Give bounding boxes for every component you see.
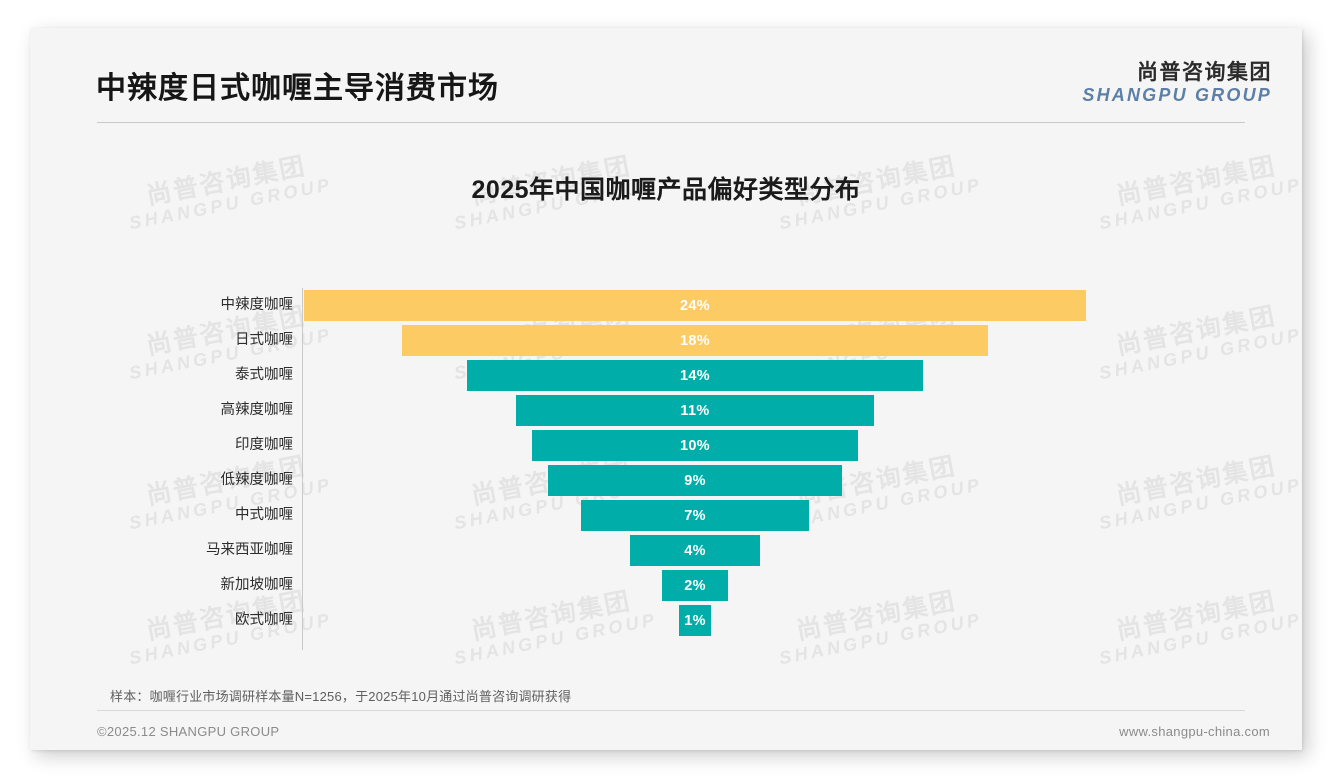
category-label: 马来西亚咖喱 — [206, 542, 293, 558]
funnel-bar[interactable]: 10% — [532, 430, 858, 461]
bar-value-label: 10% — [680, 437, 710, 454]
category-label: 泰式咖喱 — [235, 367, 293, 383]
funnel-row: 新加坡咖喱 2% — [30, 568, 1302, 603]
bar-value-label: 24% — [680, 297, 710, 314]
footer-divider — [97, 710, 1245, 711]
bar-value-label: 2% — [684, 577, 706, 594]
bar-value-label: 18% — [680, 332, 710, 349]
website-link[interactable]: www.shangpu-china.com — [1119, 724, 1270, 739]
funnel-row: 欧式咖喱 1% — [30, 603, 1302, 638]
copyright-text: ©2025.12 SHANGPU GROUP — [97, 724, 280, 739]
sample-footnote: 样本：咖喱行业市场调研样本量N=1256，于2025年10月通过尚普咨询调研获得 — [110, 689, 572, 704]
funnel-bar[interactable]: 18% — [401, 325, 989, 356]
category-label: 印度咖喱 — [235, 437, 293, 453]
category-label: 新加坡咖喱 — [220, 577, 294, 593]
category-label: 中辣度咖喱 — [220, 297, 294, 313]
funnel-row: 泰式咖喱 14% — [30, 358, 1302, 393]
funnel-chart: 中辣度咖喱 24% 日式咖喱 18% 泰式咖喱 14% 高辣度咖喱 11% 印度咖喱 10% 低辣度… — [30, 238, 1302, 658]
bar-value-label: 1% — [684, 612, 706, 629]
funnel-row: 低辣度咖喱 9% — [30, 463, 1302, 498]
header-divider — [97, 122, 1245, 123]
funnel-bar[interactable]: 4% — [629, 535, 761, 566]
funnel-bar[interactable]: 14% — [466, 360, 924, 391]
funnel-row: 日式咖喱 18% — [30, 323, 1302, 358]
funnel-row: 高辣度咖喱 11% — [30, 393, 1302, 428]
funnel-bar[interactable]: 2% — [662, 570, 728, 601]
bar-value-label: 11% — [680, 402, 710, 419]
funnel-row: 马来西亚咖喱 4% — [30, 533, 1302, 568]
presentation-slide: 尚普咨询集团 SHANGPU GROUP 尚普咨询集团 SHANGPU GROUP 尚普… — [30, 28, 1302, 750]
funnel-bar[interactable]: 11% — [515, 395, 875, 426]
chart-title: 2025年中国咖喱产品偏好类型分布 — [471, 176, 861, 204]
bar-value-label: 4% — [684, 542, 706, 559]
brand-logo-cn: 尚普咨询集团 — [1137, 61, 1272, 84]
bar-value-label: 9% — [684, 472, 706, 489]
funnel-bar[interactable]: 9% — [548, 465, 842, 496]
funnel-bar[interactable]: 7% — [580, 500, 810, 531]
brand-logo-en: SHANGPU GROUP — [1082, 84, 1272, 105]
slide-footer: ©2025.12 SHANGPU GROUP www.shangpu-china… — [30, 716, 1302, 750]
funnel-row: 印度咖喱 10% — [30, 428, 1302, 463]
category-label: 日式咖喱 — [235, 332, 293, 348]
category-label: 欧式咖喱 — [235, 612, 293, 628]
bar-value-label: 14% — [680, 367, 710, 384]
bar-value-label: 7% — [684, 507, 706, 524]
page-title: 中辣度日式咖喱主导消费市场 — [96, 72, 499, 105]
funnel-row: 中辣度咖喱 24% — [30, 288, 1302, 323]
slide-header: 中辣度日式咖喱主导消费市场 尚普咨询集团 SHANGPU GROUP — [30, 28, 1302, 124]
category-label: 低辣度咖喱 — [220, 472, 294, 488]
funnel-bar[interactable]: 24% — [303, 290, 1087, 321]
category-label: 高辣度咖喱 — [220, 402, 294, 418]
funnel-bar[interactable]: 1% — [678, 605, 712, 636]
chart-axis-line — [302, 288, 303, 650]
brand-logo: 尚普咨询集团 SHANGPU GROUP — [1082, 61, 1272, 105]
funnel-row: 中式咖喱 7% — [30, 498, 1302, 533]
category-label: 中式咖喱 — [235, 507, 293, 523]
